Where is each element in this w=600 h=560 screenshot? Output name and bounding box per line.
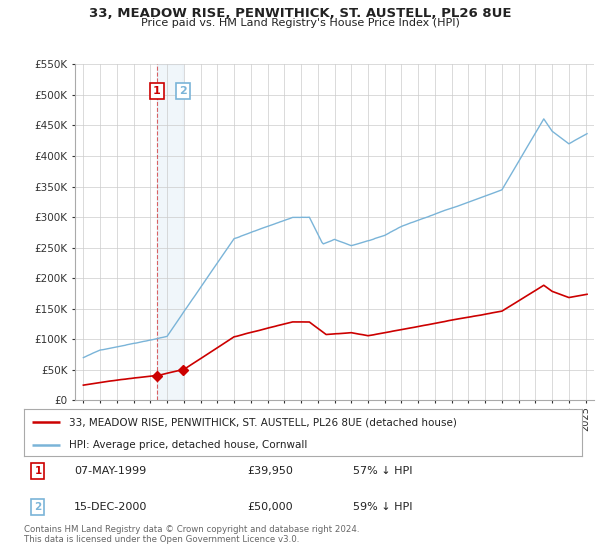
Text: 2: 2 xyxy=(179,86,187,96)
Text: 15-DEC-2000: 15-DEC-2000 xyxy=(74,502,148,512)
Text: 57% ↓ HPI: 57% ↓ HPI xyxy=(353,466,413,476)
Text: 1: 1 xyxy=(34,466,41,476)
Text: 33, MEADOW RISE, PENWITHICK, ST. AUSTELL, PL26 8UE (detached house): 33, MEADOW RISE, PENWITHICK, ST. AUSTELL… xyxy=(68,417,457,427)
Text: 1: 1 xyxy=(152,86,160,96)
Text: 59% ↓ HPI: 59% ↓ HPI xyxy=(353,502,413,512)
Text: 33, MEADOW RISE, PENWITHICK, ST. AUSTELL, PL26 8UE: 33, MEADOW RISE, PENWITHICK, ST. AUSTELL… xyxy=(89,7,511,20)
Text: 07-MAY-1999: 07-MAY-1999 xyxy=(74,466,146,476)
Text: 2: 2 xyxy=(34,502,41,512)
Text: Contains HM Land Registry data © Crown copyright and database right 2024.
This d: Contains HM Land Registry data © Crown c… xyxy=(24,525,359,544)
Text: £39,950: £39,950 xyxy=(247,466,293,476)
Text: HPI: Average price, detached house, Cornwall: HPI: Average price, detached house, Corn… xyxy=(68,440,307,450)
Text: £50,000: £50,000 xyxy=(247,502,293,512)
Text: Price paid vs. HM Land Registry's House Price Index (HPI): Price paid vs. HM Land Registry's House … xyxy=(140,18,460,29)
Bar xyxy=(157,64,183,400)
